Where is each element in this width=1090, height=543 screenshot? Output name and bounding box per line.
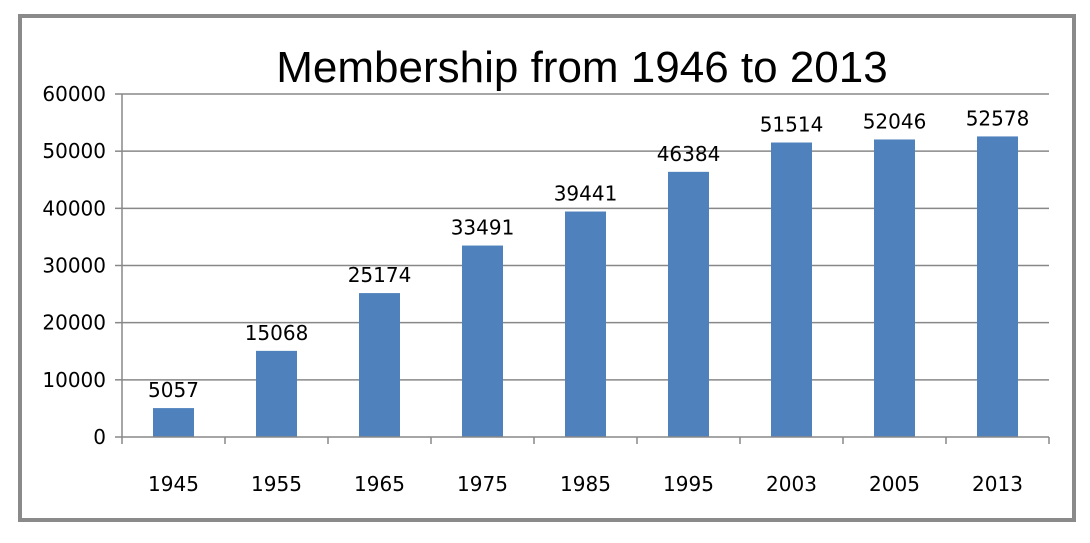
bar-1975 <box>462 245 503 437</box>
bar-2013 <box>977 136 1018 438</box>
data-label-2003: 51514 <box>760 113 824 137</box>
x-tick-label-1945: 1945 <box>148 472 199 496</box>
bars <box>153 136 1018 438</box>
data-label-1955: 15068 <box>245 321 309 345</box>
x-axis-ticks: 1945 1955 1965 1975 1985 1995 2003 2005 2013 <box>121 437 1050 496</box>
data-labels: 5057 15068 25174 33491 39441 46384 51514 52046 5… <box>148 106 1029 402</box>
axes <box>121 94 1049 438</box>
data-label-1975: 33491 <box>451 216 515 240</box>
data-label-1965: 25174 <box>348 263 412 287</box>
x-tick-label-1965: 1965 <box>354 472 405 496</box>
x-tick-label-2005: 2005 <box>869 472 920 496</box>
y-axis-ticks: 0 10000 20000 30000 40000 50000 60000 <box>42 82 122 449</box>
chart-title: Membership from 1946 to 2013 <box>276 43 887 92</box>
y-tick-label: 20000 <box>42 311 106 335</box>
y-tick-label: 40000 <box>42 196 106 220</box>
data-label-1995: 46384 <box>657 142 721 166</box>
y-tick-label: 50000 <box>42 139 106 163</box>
bar-1945 <box>153 408 194 437</box>
bar-2005 <box>874 139 915 437</box>
y-tick-label: 60000 <box>42 82 106 106</box>
bar-1995 <box>668 171 709 437</box>
data-label-2013: 52578 <box>966 106 1030 130</box>
y-tick-label: 10000 <box>42 368 106 392</box>
bar-1965 <box>359 293 400 437</box>
data-label-1945: 5057 <box>148 378 199 402</box>
y-tick-label: 30000 <box>42 254 106 278</box>
data-label-2005: 52046 <box>863 109 927 133</box>
x-tick-label-2013: 2013 <box>972 472 1023 496</box>
x-tick-label-1955: 1955 <box>251 472 302 496</box>
bar-1985 <box>565 211 606 437</box>
data-label-1985: 39441 <box>554 182 618 206</box>
x-tick-label-1985: 1985 <box>560 472 611 496</box>
bar-2003 <box>771 142 812 437</box>
x-tick-label-2003: 2003 <box>766 472 817 496</box>
x-tick-label-1995: 1995 <box>663 472 714 496</box>
bar-1955 <box>256 350 297 437</box>
y-tick-label: 0 <box>93 425 106 449</box>
x-tick-label-1975: 1975 <box>457 472 508 496</box>
